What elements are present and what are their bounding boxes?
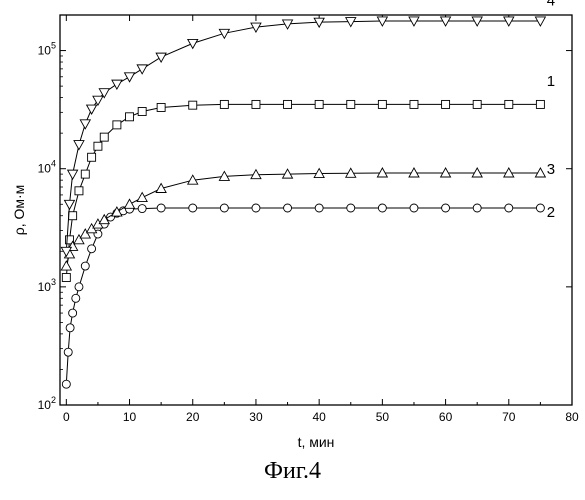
series-2-point xyxy=(315,204,323,212)
series-4-point xyxy=(68,170,78,179)
series-2-point xyxy=(189,204,197,212)
series-1-point xyxy=(126,113,134,121)
x-axis-title: t, мин xyxy=(298,434,335,450)
y-tick-label: 104 xyxy=(38,159,56,176)
x-tick-label: 0 xyxy=(63,410,70,424)
series-1-point xyxy=(138,107,146,115)
series-1-point xyxy=(81,170,89,178)
series-1-line xyxy=(66,104,540,277)
series-2-point xyxy=(505,204,513,212)
series-2-line xyxy=(66,208,540,384)
series-2-point xyxy=(442,204,450,212)
series-2-point xyxy=(138,205,146,213)
series-4-point xyxy=(219,29,229,38)
x-tick-label: 10 xyxy=(123,410,137,424)
y-tick-label: 105 xyxy=(38,41,56,58)
series-2-point xyxy=(72,294,80,302)
series-4-point xyxy=(93,96,103,105)
series-1-point xyxy=(252,100,260,108)
series-2-point xyxy=(347,204,355,212)
series-4-point xyxy=(74,141,84,150)
series-2-point xyxy=(284,204,292,212)
series-2-point xyxy=(157,204,165,212)
series-3-point xyxy=(61,261,71,270)
series-4-point xyxy=(64,200,74,209)
series-1-point xyxy=(284,100,292,108)
series-3-point xyxy=(377,168,387,177)
x-tick-label: 60 xyxy=(439,410,453,424)
series-1-point xyxy=(378,100,386,108)
series-1-point xyxy=(410,100,418,108)
series-1-label: 1 xyxy=(547,73,555,90)
series-3-point xyxy=(472,168,482,177)
x-tick-label: 70 xyxy=(502,410,516,424)
series-4-label: 4 xyxy=(547,0,555,10)
series-2-point xyxy=(252,204,260,212)
x-tick-label: 80 xyxy=(565,410,579,424)
series-4-point xyxy=(87,105,97,114)
y-tick-label: 103 xyxy=(38,277,56,294)
series-3-point xyxy=(137,193,147,202)
series-1-point xyxy=(473,100,481,108)
x-tick-label: 50 xyxy=(376,410,390,424)
series-1-point xyxy=(536,100,544,108)
series-1-point xyxy=(315,100,323,108)
series-4-point xyxy=(188,39,198,48)
series-2-point xyxy=(410,204,418,212)
series-3-label: 3 xyxy=(547,161,555,178)
series-2-point xyxy=(81,262,89,270)
x-tick-label: 40 xyxy=(312,410,326,424)
y-axis-title: ρ, Ом·м xyxy=(11,185,27,236)
x-tick-label: 30 xyxy=(249,410,263,424)
y-tick-label: 102 xyxy=(38,395,56,412)
x-tick-label: 20 xyxy=(186,410,200,424)
series-3-point xyxy=(535,168,545,177)
series-1-point xyxy=(69,212,77,220)
series-2-point xyxy=(69,309,77,317)
series-1-point xyxy=(442,100,450,108)
series-3-point xyxy=(125,199,135,208)
series-1-point xyxy=(94,142,102,150)
series-2-point xyxy=(378,204,386,212)
series-3-point xyxy=(504,168,514,177)
series-3-point xyxy=(409,168,419,177)
series-1-point xyxy=(88,153,96,161)
series-3-line xyxy=(66,173,540,266)
series-1-point xyxy=(75,187,83,195)
series-2-point xyxy=(64,348,72,356)
series-4-point xyxy=(80,120,90,129)
series-1-point xyxy=(100,133,108,141)
series-1-point xyxy=(62,274,70,282)
series-2-point xyxy=(536,204,544,212)
series-4-point xyxy=(137,65,147,74)
series-1-point xyxy=(157,103,165,111)
series-2-point xyxy=(220,204,228,212)
series-4-line xyxy=(66,21,540,251)
figure-caption: Фиг.4 xyxy=(0,458,585,485)
series-1-point xyxy=(347,100,355,108)
series-2-point xyxy=(75,283,83,291)
series-2-point xyxy=(88,245,96,253)
series-2-point xyxy=(66,324,74,332)
series-1-point xyxy=(189,101,197,109)
series-4-point xyxy=(112,80,122,89)
series-4-point xyxy=(156,53,166,62)
series-2-label: 2 xyxy=(547,204,555,221)
series-4-point xyxy=(125,73,135,82)
series-2-point xyxy=(62,380,70,388)
series-1-point xyxy=(505,100,513,108)
series-2-point xyxy=(473,204,481,212)
series-1-point xyxy=(113,121,121,129)
series-3-point xyxy=(441,168,451,177)
series-1-point xyxy=(220,100,228,108)
